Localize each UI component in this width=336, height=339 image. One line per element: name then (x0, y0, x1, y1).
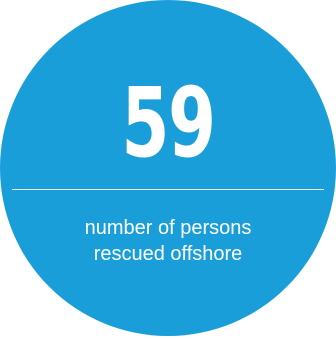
caption-line-1: number of persons (84, 217, 252, 239)
stat-caption: number of persons rescued offshore (0, 215, 336, 267)
caption-line-2: rescued offshore (93, 243, 243, 265)
divider (12, 189, 324, 190)
stat-value: 59 (121, 67, 216, 179)
